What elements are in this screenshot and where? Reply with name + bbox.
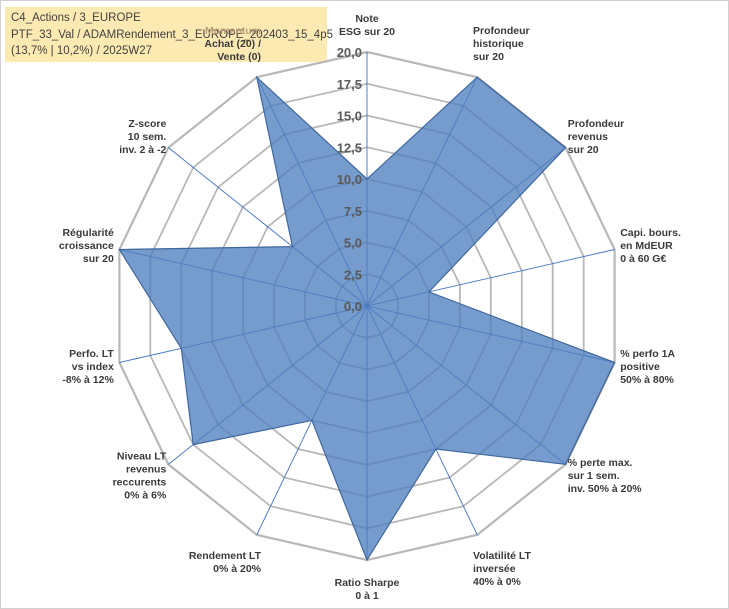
axis-label-2-line-2: sur 20 <box>568 144 599 156</box>
tick-label-0: 0,0 <box>344 299 362 314</box>
axis-label-13-line-1: Achat (20) / <box>204 38 261 50</box>
axis-label-12-line-2: inv. 2 à -2 <box>119 144 166 156</box>
axis-label-8: Rendement LT0% à 20% <box>189 550 262 575</box>
axis-label-10-line-0: Perfo. LT <box>69 348 114 360</box>
tick-label-7: 17,5 <box>337 77 362 92</box>
axis-label-4-line-2: 50% à 80% <box>620 374 674 386</box>
axis-label-3-line-2: 0 à 60 G€ <box>620 253 666 265</box>
axis-label-2-line-0: Profondeur <box>568 118 625 130</box>
axis-label-8-line-0: Rendement LT <box>189 550 262 562</box>
chart-info-box: C4_Actions / 3_EUROPE PTF_33_Val / ADAMR… <box>5 7 333 62</box>
axis-label-1-line-2: sur 20 <box>473 51 504 63</box>
axis-label-6-line-1: inversée <box>473 563 516 575</box>
tick-label-4: 10,0 <box>337 172 362 187</box>
axis-label-7-line-1: 0 à 1 <box>355 590 379 602</box>
radar-tick-labels: 0,0 2,5 5,0 7,5 10,0 12,5 15,0 17,5 20,0 <box>337 45 362 314</box>
axis-label-9-line-2: reccurents <box>113 477 167 489</box>
tick-label-1: 2,5 <box>344 267 362 282</box>
axis-label-1-line-1: historique <box>473 38 524 50</box>
axis-label-8-line-1: 0% à 20% <box>213 563 262 575</box>
axis-label-10-line-2: -8% à 12% <box>62 374 114 386</box>
axis-label-5-line-0: % perte max. <box>568 457 633 469</box>
axis-label-11-line-1: croissance <box>59 240 114 252</box>
axis-label-5-line-2: inv. 50% à 20% <box>568 483 643 495</box>
series-area <box>118 75 616 562</box>
tick-label-5: 12,5 <box>337 140 362 155</box>
radar-series <box>118 75 616 562</box>
info-line-portfolio: PTF_33_Val / ADAMRendement_3_EUROPE_2024… <box>11 28 333 41</box>
axis-label-2-line-1: revenus <box>568 131 608 143</box>
axis-label-13-line-2: Vente (0) <box>217 51 261 63</box>
axis-label-0-line-0: Note <box>355 13 378 25</box>
axis-label-3-line-0: Capi. bours. <box>620 227 681 239</box>
axis-label-13-line-0: Momentum <box>205 25 261 37</box>
axis-label-4-line-1: positive <box>620 361 660 373</box>
info-line-category: C4_Actions / 3_EUROPE <box>11 12 141 24</box>
axis-label-9-line-1: revenus <box>126 464 166 476</box>
axis-label-6-line-2: 40% à 0% <box>473 576 522 588</box>
axis-label-1-line-0: Profondeur <box>473 25 530 37</box>
axis-label-11-line-0: Régularité <box>62 227 114 239</box>
axis-label-4-line-0: % perfo 1A <box>620 348 675 360</box>
axis-label-12-line-1: 10 sem. <box>128 131 167 143</box>
axis-label-5-line-1: sur 1 sem. <box>568 470 620 482</box>
tick-label-6: 15,0 <box>337 109 362 124</box>
tick-label-2: 5,0 <box>344 236 362 251</box>
axis-label-0-line-1: ESG sur 20 <box>339 26 395 38</box>
axis-label-9-line-3: 0% à 6% <box>124 490 167 502</box>
axis-label-11-line-2: sur 20 <box>83 253 114 265</box>
axis-label-7-line-0: Ratio Sharpe <box>335 577 400 589</box>
axis-label-10-line-1: vs index <box>72 361 114 373</box>
tick-label-3: 7,5 <box>344 204 362 219</box>
axis-label-9-line-0: Niveau LT <box>117 451 167 463</box>
axis-label-6-line-0: Volatilité LT <box>473 550 532 562</box>
axis-label-3-line-1: en MdEUR <box>620 240 673 252</box>
axis-label-5: % perte max.sur 1 sem.inv. 50% à 20% <box>568 457 643 495</box>
info-line-stats: (13,7% | 10,2%) / 2025W27 <box>11 45 153 57</box>
axis-label-12-line-0: Z-score <box>128 118 166 130</box>
tick-label-8: 20,0 <box>337 45 362 60</box>
